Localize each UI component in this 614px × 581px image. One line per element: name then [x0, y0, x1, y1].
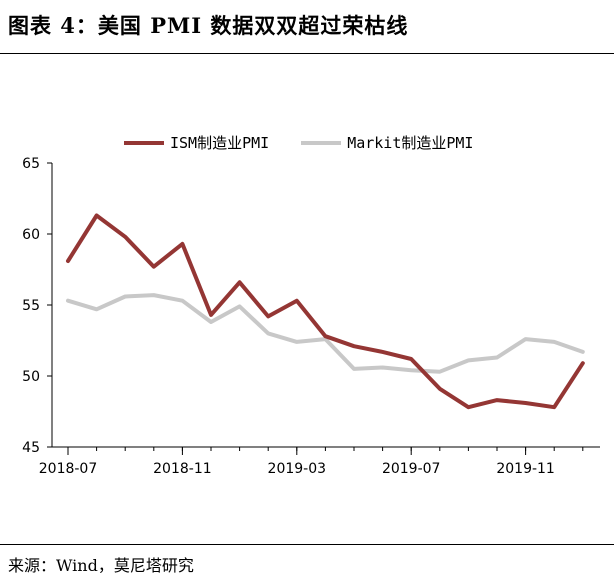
source-divider [0, 544, 614, 545]
x-tick-label: 2019-07 [382, 461, 441, 477]
legend-swatch-markit [301, 140, 342, 145]
x-tick-label: 2019-03 [268, 461, 327, 477]
x-tick-label: 2018-07 [39, 461, 98, 477]
legend-item-ism: ISM制造业PMI [124, 132, 269, 153]
y-tick-label: 65 [22, 156, 40, 172]
legend-label-ism: ISM制造业PMI [170, 134, 270, 152]
chart-series-layer [66, 213, 585, 410]
y-tick-label: 50 [22, 369, 40, 385]
source-note: 来源：Wind，莫尼塔研究 [8, 556, 194, 575]
y-tick-label: 45 [22, 440, 40, 456]
legend-swatch-ism [124, 140, 164, 145]
chart-axes: 45 50 55 60 65 2018-07 2018-11 2019-03 2019-07 20… [22, 156, 600, 477]
x-tick-label: 2019-11 [496, 461, 555, 477]
y-tick-label: 55 [22, 298, 40, 314]
legend-item-markit: Markit制造业PMI [301, 132, 473, 153]
figure-title: 图表 4：美国 PMI 数据双双超过荣枯线 [8, 13, 409, 38]
chart-legend: ISM制造业PMI Markit制造业PMI [124, 132, 505, 153]
y-tick-label: 60 [22, 227, 40, 243]
x-tick-label: 2018-11 [153, 461, 212, 477]
series-line-ism [66, 213, 585, 410]
legend-label-markit: Markit制造业PMI [347, 134, 474, 152]
title-divider [0, 53, 614, 54]
